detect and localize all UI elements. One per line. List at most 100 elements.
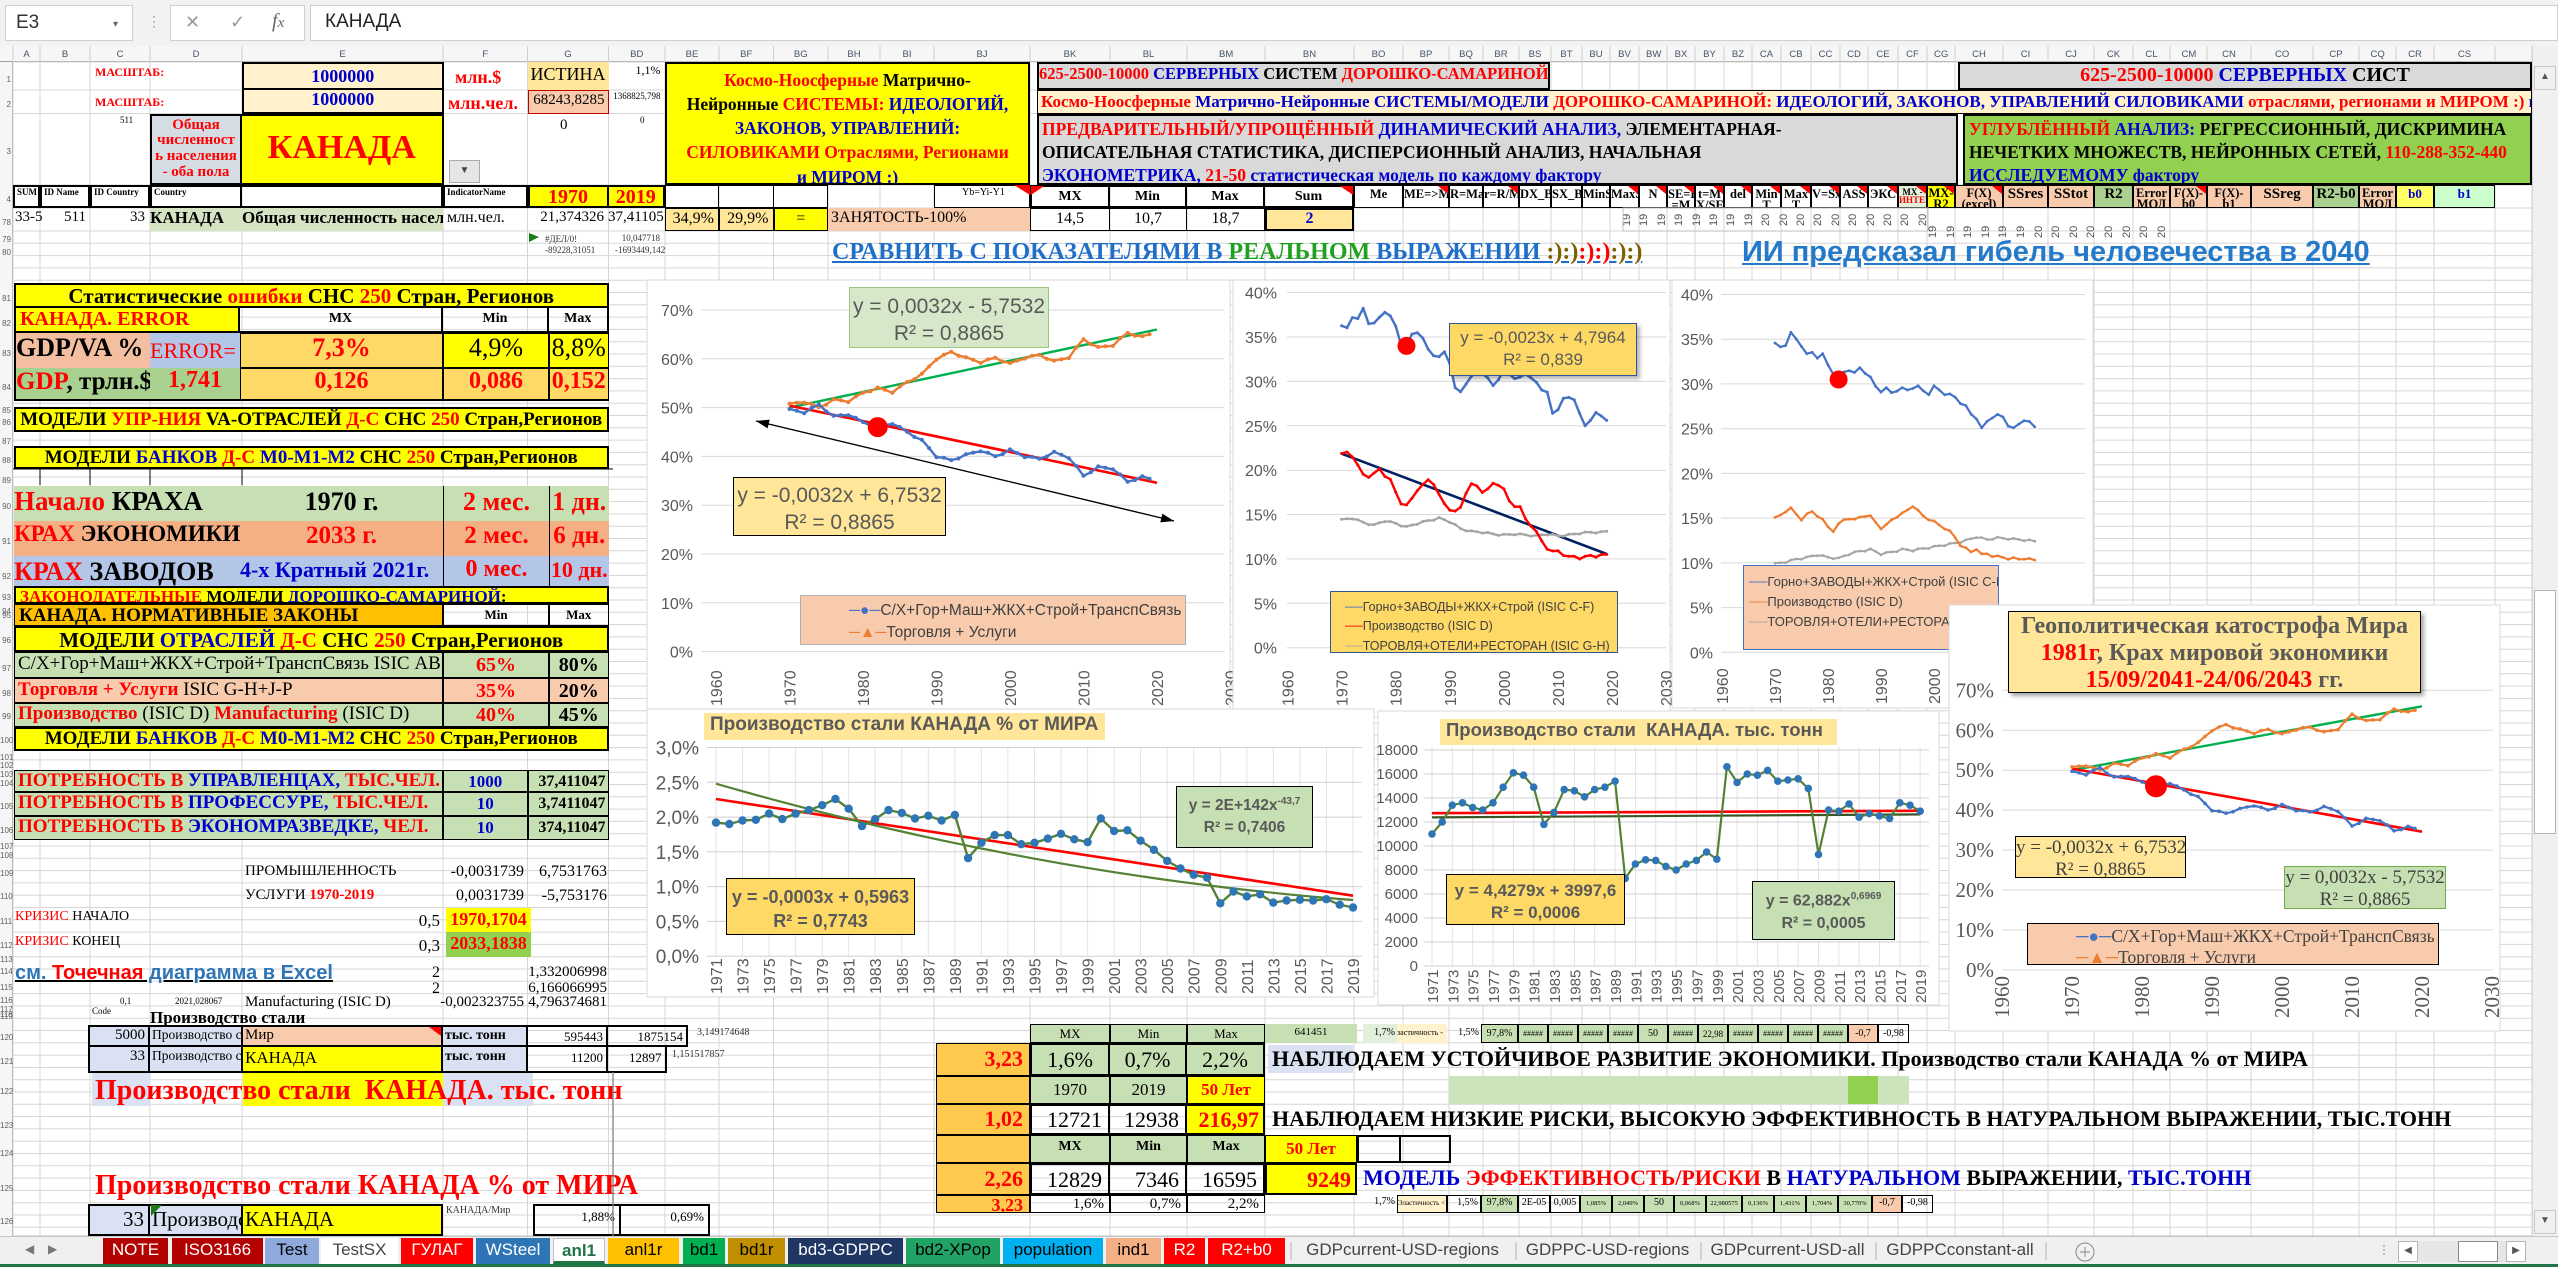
svg-text:1990: 1990 <box>2200 976 2224 1018</box>
svg-text:5%: 5% <box>1254 596 1277 613</box>
svg-text:1960: 1960 <box>1281 670 1298 706</box>
svg-text:30%: 30% <box>1956 838 1995 862</box>
svg-text:0%: 0% <box>670 645 693 662</box>
svg-text:0,5%: 0,5% <box>656 912 699 933</box>
svg-text:20: 20 <box>2033 226 2045 238</box>
svg-text:1979: 1979 <box>815 958 832 994</box>
svg-text:19: 19 <box>1997 226 2009 238</box>
svg-text:19: 19 <box>1725 214 1737 226</box>
svg-text:19: 19 <box>1656 214 1668 226</box>
svg-text:20: 20 <box>1795 214 1807 226</box>
svg-text:1977: 1977 <box>1486 970 1503 1003</box>
svg-text:20: 20 <box>1778 214 1790 226</box>
svg-text:2030: 2030 <box>2480 976 2504 1018</box>
svg-text:2009: 2009 <box>1213 958 1230 994</box>
svg-text:1960: 1960 <box>709 670 726 706</box>
svg-text:1973: 1973 <box>1445 970 1462 1003</box>
svg-text:2000: 2000 <box>2270 976 2294 1018</box>
svg-text:2010: 2010 <box>2340 976 2364 1018</box>
svg-text:35%: 35% <box>1681 332 1713 349</box>
svg-text:1995: 1995 <box>1669 970 1686 1003</box>
svg-text:19: 19 <box>1691 214 1703 226</box>
svg-text:2010: 2010 <box>1551 670 1568 706</box>
svg-text:1960: 1960 <box>1990 976 2014 1018</box>
svg-text:30%: 30% <box>1245 374 1277 391</box>
svg-text:1977: 1977 <box>789 958 806 994</box>
svg-text:20: 20 <box>2068 226 2080 238</box>
svg-text:1990: 1990 <box>1443 670 1460 706</box>
svg-text:20: 20 <box>1847 214 1859 226</box>
svg-text:14000: 14000 <box>1376 790 1418 807</box>
svg-text:1997: 1997 <box>1054 958 1071 994</box>
svg-text:10%: 10% <box>661 596 693 613</box>
svg-text:70%: 70% <box>661 303 693 320</box>
svg-text:1971: 1971 <box>1425 970 1442 1003</box>
svg-text:2009: 2009 <box>1812 970 1829 1003</box>
svg-text:10%: 10% <box>1956 918 1995 942</box>
svg-text:40%: 40% <box>1681 288 1713 305</box>
svg-text:2015: 2015 <box>1873 970 1890 1003</box>
svg-text:15%: 15% <box>1245 508 1277 525</box>
svg-text:1980: 1980 <box>2130 976 2154 1018</box>
svg-text:12000: 12000 <box>1376 814 1418 831</box>
svg-text:15%: 15% <box>1681 511 1713 528</box>
svg-text:30%: 30% <box>1681 377 1713 394</box>
svg-text:20: 20 <box>1760 214 1772 226</box>
svg-text:1983: 1983 <box>1547 970 1564 1003</box>
svg-text:3,0%: 3,0% <box>656 739 699 760</box>
svg-text:20: 20 <box>1812 214 1824 226</box>
svg-text:20: 20 <box>2085 226 2097 238</box>
svg-text:1991: 1991 <box>974 958 991 994</box>
svg-text:20: 20 <box>1882 214 1894 226</box>
svg-text:2005: 2005 <box>1160 958 1177 994</box>
svg-text:1993: 1993 <box>1001 958 1018 994</box>
svg-text:2003: 2003 <box>1750 970 1767 1003</box>
svg-text:2001: 2001 <box>1107 958 1124 994</box>
svg-text:5%: 5% <box>1690 601 1713 618</box>
svg-text:2019: 2019 <box>1346 958 1363 994</box>
svg-text:1971: 1971 <box>709 958 726 994</box>
svg-text:2,0%: 2,0% <box>656 808 699 829</box>
svg-text:1989: 1989 <box>1608 970 1625 1003</box>
svg-text:19: 19 <box>1638 214 1650 226</box>
svg-text:20: 20 <box>2050 226 2062 238</box>
svg-text:1975: 1975 <box>1466 970 1483 1003</box>
svg-text:10%: 10% <box>1245 552 1277 569</box>
svg-text:2013: 2013 <box>1852 970 1869 1003</box>
svg-text:1997: 1997 <box>1689 970 1706 1003</box>
svg-text:1,5%: 1,5% <box>656 843 699 864</box>
svg-text:0,0%: 0,0% <box>656 947 699 968</box>
svg-text:6000: 6000 <box>1385 886 1418 903</box>
svg-text:18000: 18000 <box>1376 742 1418 759</box>
svg-text:20%: 20% <box>1245 463 1277 480</box>
svg-text:1990: 1990 <box>930 670 947 706</box>
svg-text:2005: 2005 <box>1771 970 1788 1003</box>
svg-text:60%: 60% <box>661 352 693 369</box>
svg-text:0%: 0% <box>1690 645 1713 662</box>
svg-text:2011: 2011 <box>1832 971 1849 1003</box>
svg-text:2015: 2015 <box>1293 958 1310 994</box>
svg-text:1980: 1980 <box>1389 670 1406 706</box>
svg-text:2007: 2007 <box>1187 958 1204 994</box>
svg-text:0%: 0% <box>1254 641 1277 658</box>
svg-text:20: 20 <box>1830 214 1842 226</box>
svg-text:20: 20 <box>1917 214 1929 226</box>
svg-text:1985: 1985 <box>1567 970 1584 1003</box>
svg-text:19: 19 <box>1708 214 1720 226</box>
svg-text:1980: 1980 <box>1821 668 1838 704</box>
svg-text:2020: 2020 <box>1150 670 1167 706</box>
svg-text:1980: 1980 <box>856 670 873 706</box>
svg-text:20%: 20% <box>1956 878 1995 902</box>
svg-text:8000: 8000 <box>1385 862 1418 879</box>
svg-text:70%: 70% <box>1956 678 1995 702</box>
svg-text:50%: 50% <box>1956 758 1995 782</box>
svg-text:2003: 2003 <box>1134 958 1151 994</box>
svg-text:2011: 2011 <box>1240 959 1257 994</box>
svg-text:20: 20 <box>2121 226 2133 238</box>
svg-text:1979: 1979 <box>1506 970 1523 1003</box>
svg-text:1981: 1981 <box>1527 970 1544 1003</box>
svg-text:1983: 1983 <box>868 958 885 994</box>
svg-text:20: 20 <box>2138 226 2150 238</box>
svg-text:0%: 0% <box>1966 958 1994 982</box>
svg-text:2000: 2000 <box>1385 934 1418 951</box>
